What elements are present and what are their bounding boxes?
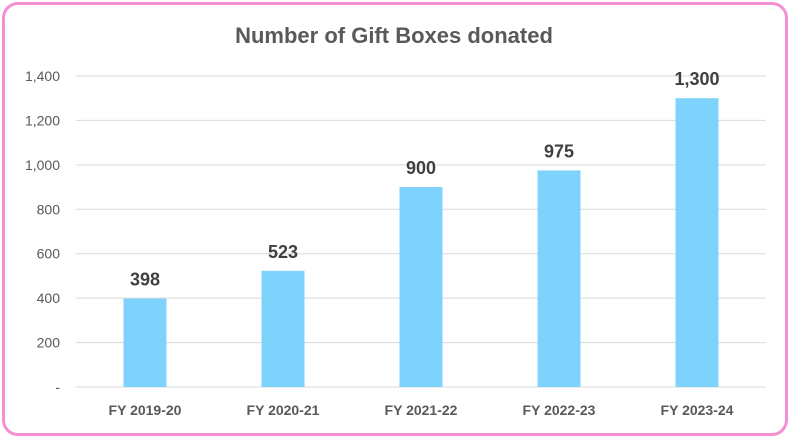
bar [123,298,167,387]
y-tick-label: 1,400 [25,68,60,84]
x-tick-label: FY 2022-23 [523,402,596,418]
x-tick-label: FY 2020-21 [247,402,320,418]
y-tick-label: 1,000 [25,157,60,173]
data-labels: 398 523 900 975 1,300 [130,69,720,289]
y-tick-label: 200 [37,335,61,351]
y-tick-label: - [55,379,60,395]
data-label: 900 [406,158,436,178]
data-label: 1,300 [674,69,719,89]
y-axis-ticks: - 200 400 600 800 1,000 1,200 1,400 [25,68,60,395]
data-label: 975 [544,141,574,161]
bar [537,170,581,387]
x-tick-label: FY 2023-24 [661,402,734,418]
x-tick-label: FY 2019-20 [109,402,182,418]
y-tick-label: 1,200 [25,112,60,128]
x-tick-label: FY 2021-22 [385,402,458,418]
y-tick-label: 400 [37,290,61,306]
y-tick-label: 800 [37,201,61,217]
data-label: 523 [268,242,298,262]
chart-title: Number of Gift Boxes donated [235,23,553,48]
bar [675,98,719,387]
bars [123,98,719,387]
x-axis-ticks: FY 2019-20 FY 2020-21 FY 2021-22 FY 2022-23… [109,402,734,418]
bar [399,187,443,387]
bar [261,270,305,387]
data-label: 398 [130,270,160,290]
y-tick-label: 600 [37,246,61,262]
